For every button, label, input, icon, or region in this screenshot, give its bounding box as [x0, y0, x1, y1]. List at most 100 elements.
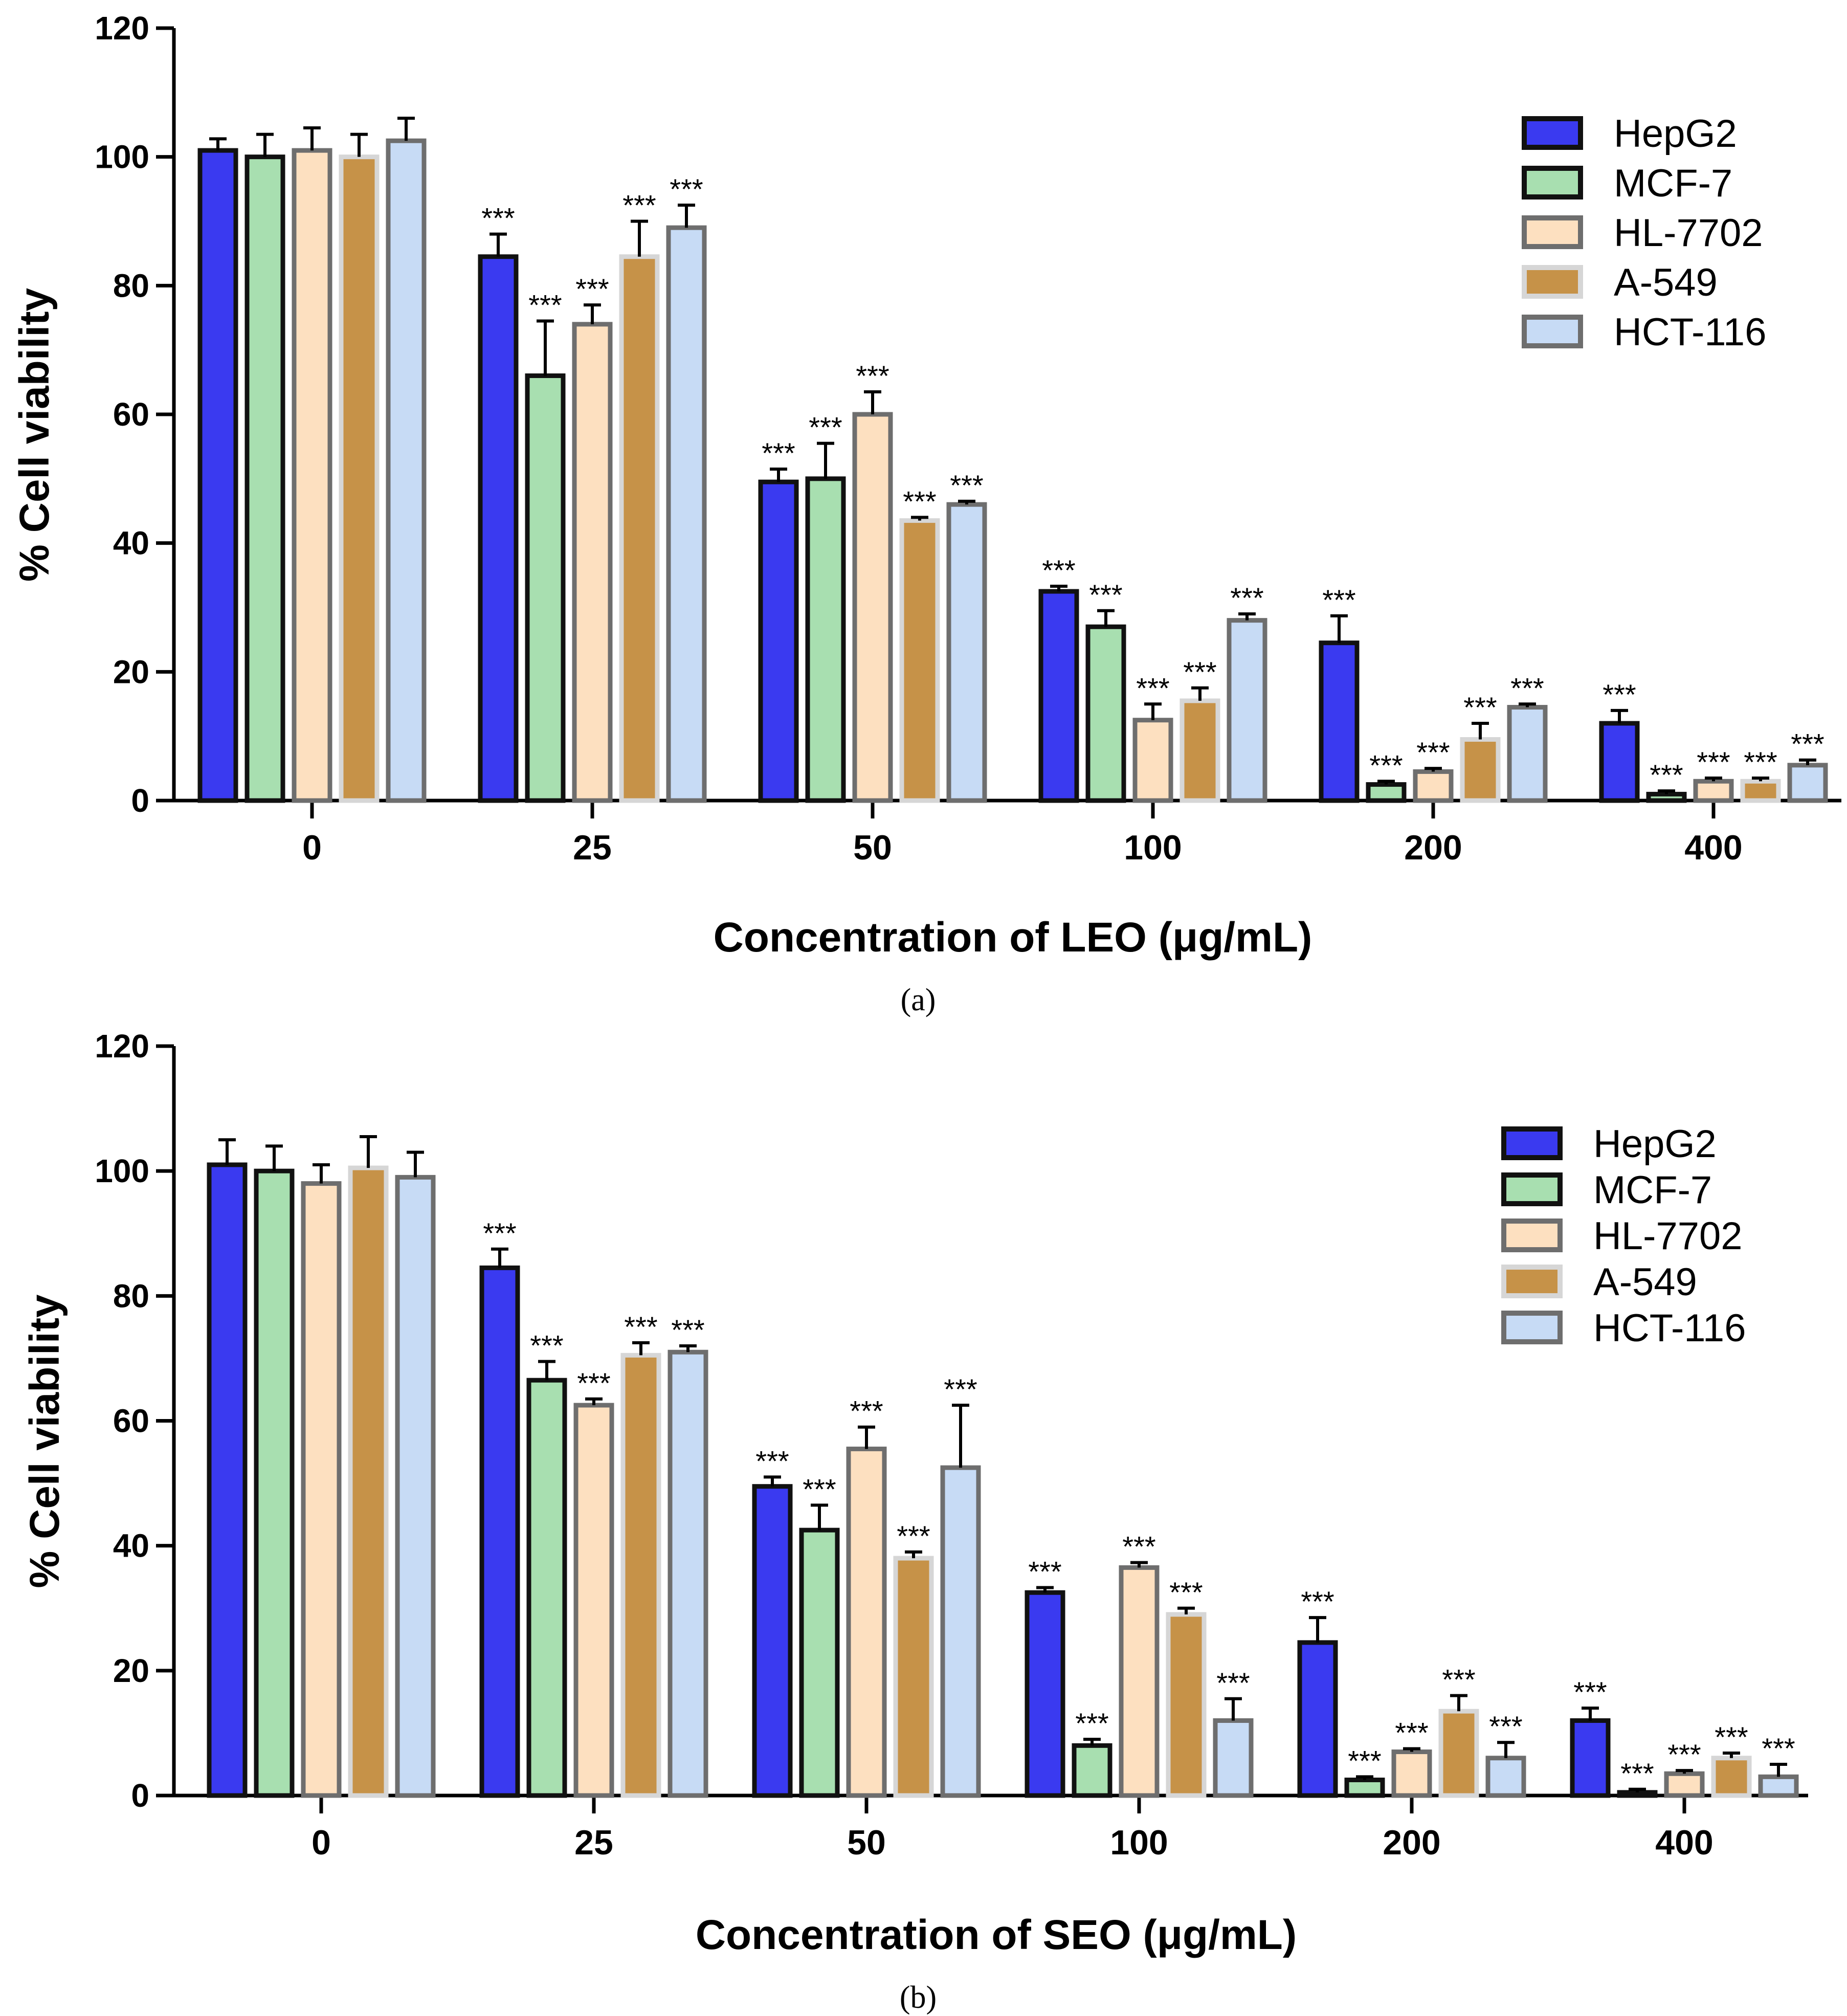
x-axis-title: Concentration of SEO (μg/mL) — [696, 1912, 1297, 1958]
chart-panel-a: 0 20 40 60 80 100 120 0 25 *** *** *** *** *** 50 *** **… — [11, 10, 1841, 1017]
significance-marker: *** — [1369, 749, 1403, 781]
legend-label-hl-7702: HL-7702 — [1593, 1214, 1743, 1258]
bar-hepg2-200 — [1319, 640, 1360, 803]
significance-marker: *** — [809, 411, 842, 444]
significance-marker: *** — [1136, 672, 1169, 704]
x-tick-label: 25 — [573, 828, 612, 867]
significance-marker: *** — [1089, 579, 1122, 611]
significance-marker: *** — [1650, 759, 1683, 791]
significance-marker: *** — [577, 1367, 610, 1399]
bar-a-549-25 — [619, 254, 660, 803]
x-tick-label: 50 — [853, 828, 892, 867]
y-tick-label: 20 — [113, 1652, 149, 1689]
x-tick-label: 400 — [1655, 1823, 1713, 1862]
significance-marker: *** — [1744, 746, 1777, 778]
significance-marker: *** — [850, 1395, 883, 1427]
bar-hct-116-25 — [667, 1349, 708, 1798]
y-tick-label: 100 — [95, 1153, 149, 1189]
bar-mcf-7-200 — [1344, 1777, 1385, 1798]
bar-hl-7702-400 — [1664, 1771, 1705, 1798]
legend-label-hepg2: HepG2 — [1614, 112, 1737, 156]
y-tick-label: 80 — [113, 267, 149, 304]
significance-marker: *** — [755, 1445, 789, 1477]
y-tick-label: 120 — [95, 1028, 149, 1065]
legend-swatch-mcf-7 — [1522, 166, 1583, 200]
significance-marker: *** — [1697, 746, 1730, 778]
bar-hepg2-400 — [1570, 1718, 1611, 1798]
significance-marker: *** — [1416, 736, 1450, 768]
bar-mcf-7-50 — [805, 476, 846, 803]
bar-hl-7702-25 — [573, 1403, 614, 1798]
bar-a-549-100 — [1166, 1612, 1207, 1798]
bar-a-549-50 — [893, 1556, 934, 1798]
significance-marker: *** — [1791, 728, 1824, 760]
significance-marker: *** — [481, 202, 515, 234]
bar-mcf-7-0 — [244, 154, 285, 803]
bar-hepg2-100 — [1038, 589, 1079, 803]
bar-a-549-200 — [1438, 1709, 1479, 1798]
bar-a-549-50 — [899, 518, 940, 803]
legend-swatch-hepg2 — [1522, 116, 1583, 150]
x-tick-label: 100 — [1124, 828, 1182, 867]
bar-hl-7702-200 — [1391, 1749, 1432, 1798]
significance-marker: *** — [1322, 584, 1355, 616]
bar-a-549-400 — [1740, 779, 1781, 803]
bar-mcf-7-100 — [1085, 624, 1126, 803]
x-tick-label: 0 — [302, 828, 322, 867]
y-tick-label: 100 — [95, 139, 149, 175]
significance-marker: *** — [897, 1520, 930, 1552]
bar-a-549-0 — [339, 154, 380, 803]
x-tick-label: 50 — [847, 1823, 886, 1862]
x-tick-label: 25 — [574, 1823, 613, 1862]
significance-marker: *** — [483, 1217, 516, 1249]
legend-swatch-mcf-7 — [1501, 1172, 1563, 1206]
legend-swatch-hl-7702 — [1501, 1219, 1563, 1252]
significance-marker: *** — [1028, 1555, 1061, 1587]
significance-marker: *** — [1301, 1585, 1334, 1618]
legend-swatch-hct-116 — [1522, 315, 1583, 348]
bar-a-549-200 — [1460, 737, 1501, 803]
y-tick-label: 0 — [131, 782, 149, 819]
significance-marker: *** — [1122, 1531, 1155, 1563]
y-tick-label: 40 — [113, 1527, 149, 1564]
significance-marker: *** — [530, 1330, 563, 1362]
significance-marker: *** — [671, 1314, 704, 1346]
bar-hct-116-100 — [1213, 1718, 1254, 1798]
bar-hct-116-400 — [1758, 1774, 1799, 1798]
y-axis-title: % Cell viability — [21, 1294, 68, 1588]
x-axis-title: Concentration of LEO (μg/mL) — [714, 914, 1312, 961]
significance-marker: *** — [1489, 1710, 1522, 1742]
bar-hl-7702-50 — [852, 412, 893, 803]
legend-swatch-a-549 — [1522, 265, 1583, 299]
bar-mcf-7-25 — [525, 373, 566, 803]
significance-marker: *** — [944, 1373, 977, 1405]
bar-mcf-7-100 — [1072, 1743, 1112, 1798]
significance-marker: *** — [575, 273, 609, 305]
legend-swatch-a-549 — [1501, 1265, 1563, 1298]
significance-marker: *** — [1042, 554, 1075, 586]
legend-label-mcf-7: MCF-7 — [1593, 1168, 1712, 1212]
bar-a-549-25 — [620, 1353, 661, 1798]
y-tick-label: 40 — [113, 525, 149, 562]
bar-mcf-7-0 — [254, 1168, 295, 1798]
bar-hl-7702-0 — [301, 1181, 342, 1798]
significance-marker: *** — [803, 1473, 836, 1505]
bar-hepg2-50 — [758, 479, 799, 803]
significance-marker: *** — [1169, 1576, 1203, 1608]
bar-mcf-7-400 — [1617, 1790, 1658, 1798]
significance-marker: *** — [1348, 1744, 1381, 1777]
y-tick-label: 80 — [113, 1277, 149, 1314]
significance-marker: *** — [1667, 1738, 1701, 1770]
bar-mcf-7-400 — [1646, 791, 1687, 803]
y-tick-label: 120 — [95, 10, 149, 47]
bar-hepg2-0 — [197, 148, 238, 803]
legend-swatch-hepg2 — [1501, 1126, 1563, 1160]
significance-marker: *** — [528, 289, 562, 321]
x-tick-label: 200 — [1383, 1823, 1440, 1862]
significance-marker: *** — [1463, 691, 1497, 723]
bar-mcf-7-50 — [799, 1527, 840, 1798]
bar-hl-7702-200 — [1413, 769, 1454, 803]
significance-marker: *** — [762, 437, 795, 469]
